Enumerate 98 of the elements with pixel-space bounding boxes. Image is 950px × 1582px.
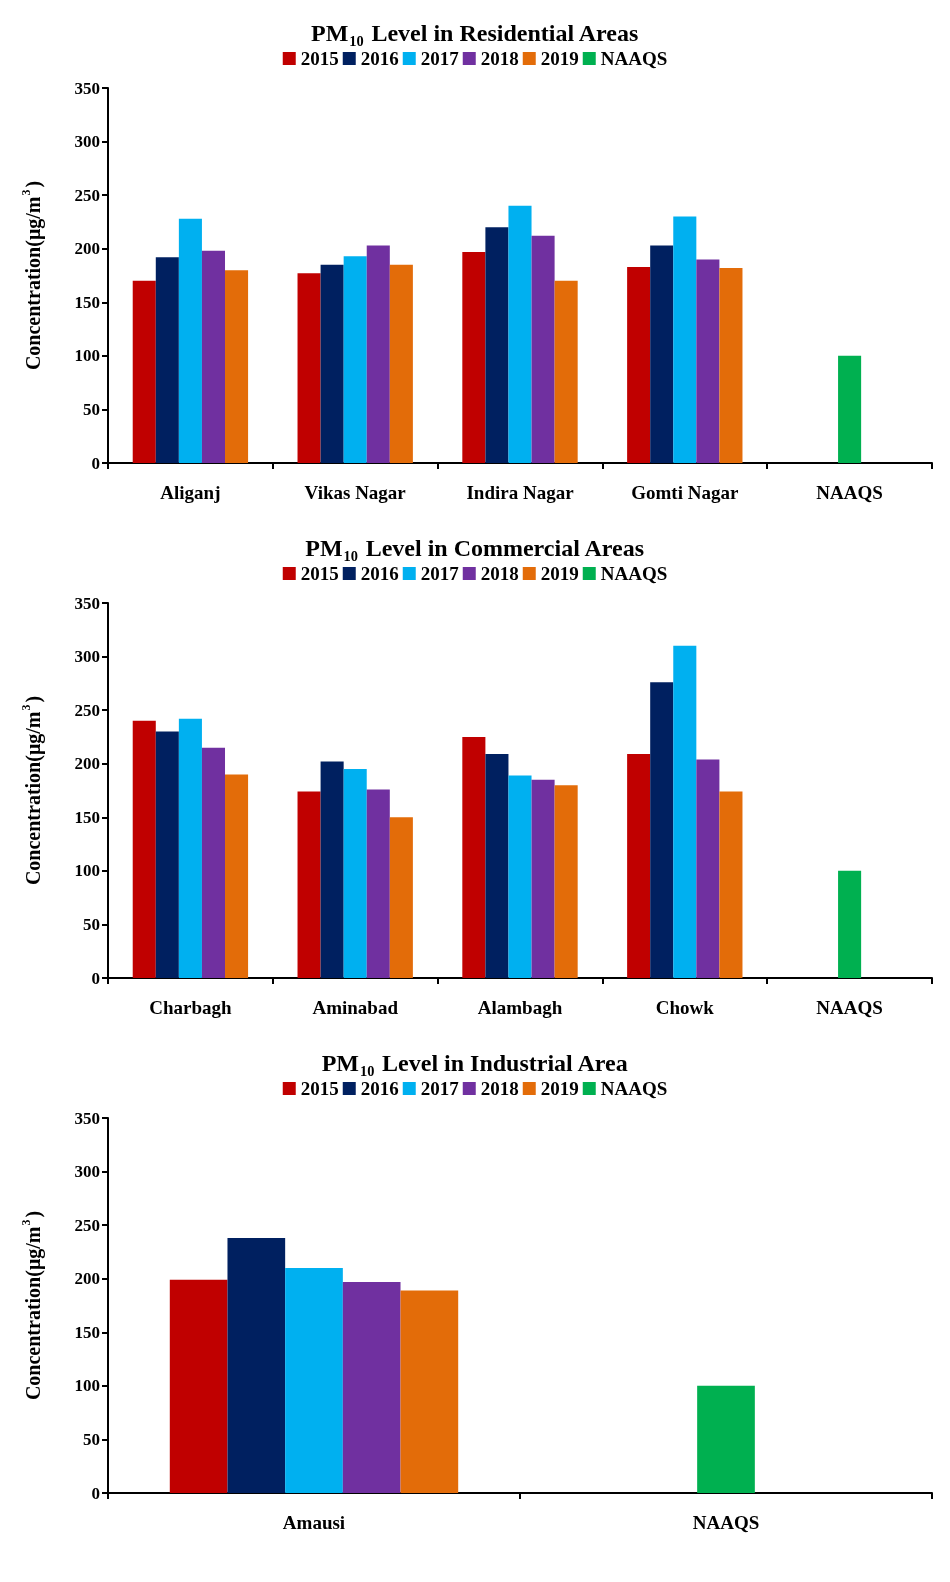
y-tick-label: 300: [74, 132, 100, 152]
legend-label: 2015: [300, 48, 339, 69]
legend-label: 2015: [300, 563, 339, 584]
y-tick-label: 150: [74, 807, 100, 827]
x-tick-label: Aminabad: [312, 997, 399, 1018]
y-tick-label: 100: [74, 346, 100, 366]
bar: [366, 245, 390, 463]
bar: [508, 775, 532, 978]
legend-label: 2017: [420, 563, 460, 584]
bar: [343, 769, 367, 978]
x-tick-label: NAAQS: [816, 997, 883, 1018]
bar: [650, 682, 674, 978]
legend-label: 2019: [540, 48, 579, 69]
bar: [696, 259, 720, 463]
bar: [155, 731, 179, 978]
x-tick-label: Alambagh: [477, 997, 563, 1018]
legend-label: NAAQS: [600, 48, 668, 69]
legend-label: NAAQS: [600, 563, 668, 584]
bar: [673, 216, 697, 463]
y-tick-label: 350: [74, 78, 100, 98]
bar: [627, 754, 651, 978]
legend-label: 2017: [420, 1078, 460, 1099]
bar: [719, 268, 743, 463]
y-tick-label: 150: [74, 292, 100, 312]
bar: [366, 789, 390, 978]
legend-label: 2018: [480, 48, 519, 69]
bar: [531, 235, 555, 463]
y-axis-title: Concentration(μg/m3): [19, 695, 45, 886]
bar: [485, 754, 509, 978]
y-tick-label: 100: [74, 1376, 100, 1396]
legend-label: 2019: [540, 563, 579, 584]
x-tick-label: NAAQS: [816, 482, 883, 503]
bar: [531, 779, 555, 978]
bar: [201, 250, 226, 463]
bar: [297, 273, 321, 463]
y-tick-label: 0: [91, 1483, 100, 1503]
bar: [554, 785, 578, 978]
bar: [201, 747, 226, 978]
y-tick-label: 150: [74, 1322, 100, 1342]
y-tick-label: 200: [74, 1269, 100, 1289]
bar: [462, 251, 486, 463]
legend-label: NAAQS: [600, 1078, 668, 1099]
y-tick-label: 250: [74, 700, 100, 720]
bar: [132, 280, 156, 463]
y-tick-label: 250: [74, 185, 100, 205]
bar: [178, 718, 202, 978]
legend-label: 2016: [360, 1078, 399, 1099]
bar: [225, 270, 249, 463]
bar: [508, 205, 532, 463]
bar: [320, 264, 344, 463]
bar: [719, 791, 743, 978]
legend-label: 2018: [480, 1078, 519, 1099]
y-tick-label: 0: [91, 453, 100, 473]
bar: [627, 266, 651, 463]
y-tick-label: 100: [74, 861, 100, 881]
y-axis-title: Concentration(μg/m3): [19, 180, 45, 371]
y-axis-title: Concentration(μg/m3): [19, 1210, 45, 1401]
legend-label: 2015: [300, 1078, 339, 1099]
bar: [225, 774, 249, 978]
x-tick-label: Vikas Nagar: [304, 482, 407, 503]
legend-label: 2016: [360, 48, 399, 69]
y-tick-label: 350: [74, 593, 100, 613]
bar: [485, 227, 509, 463]
y-tick-label: 250: [74, 1215, 100, 1235]
bar: [838, 870, 862, 978]
bar: [343, 256, 367, 463]
legend-label: 2016: [360, 563, 399, 584]
x-tick-label: Amausi: [282, 1512, 346, 1533]
bar: [554, 280, 578, 463]
y-tick-label: 50: [83, 1429, 100, 1449]
x-tick-label: Charbagh: [149, 997, 233, 1018]
y-tick-label: 0: [91, 968, 100, 988]
y-tick-label: 50: [83, 914, 100, 934]
bar: [297, 791, 321, 978]
bar: [320, 761, 344, 978]
x-tick-label: Gomti Nagar: [631, 482, 739, 503]
bar: [389, 264, 413, 463]
y-tick-label: 350: [74, 1108, 100, 1128]
x-tick-label: Indira Nagar: [466, 482, 575, 503]
y-tick-label: 50: [83, 399, 100, 419]
legend-label: 2017: [420, 48, 460, 69]
legend-label: 2019: [540, 1078, 579, 1099]
x-tick-label: Aliganj: [160, 482, 221, 503]
y-tick-label: 300: [74, 1162, 100, 1182]
bar: [178, 218, 202, 463]
bar: [155, 257, 179, 463]
y-tick-label: 200: [74, 754, 100, 774]
bar: [838, 355, 862, 463]
y-tick-label: 300: [74, 647, 100, 667]
y-tick-label: 200: [74, 239, 100, 259]
bar: [132, 720, 156, 978]
bar: [673, 645, 697, 978]
bar: [650, 245, 674, 463]
x-tick-label: Chowk: [655, 997, 715, 1018]
bar: [389, 817, 413, 978]
bar: [462, 736, 486, 978]
legend-label: 2018: [480, 563, 519, 584]
bar: [696, 759, 720, 978]
